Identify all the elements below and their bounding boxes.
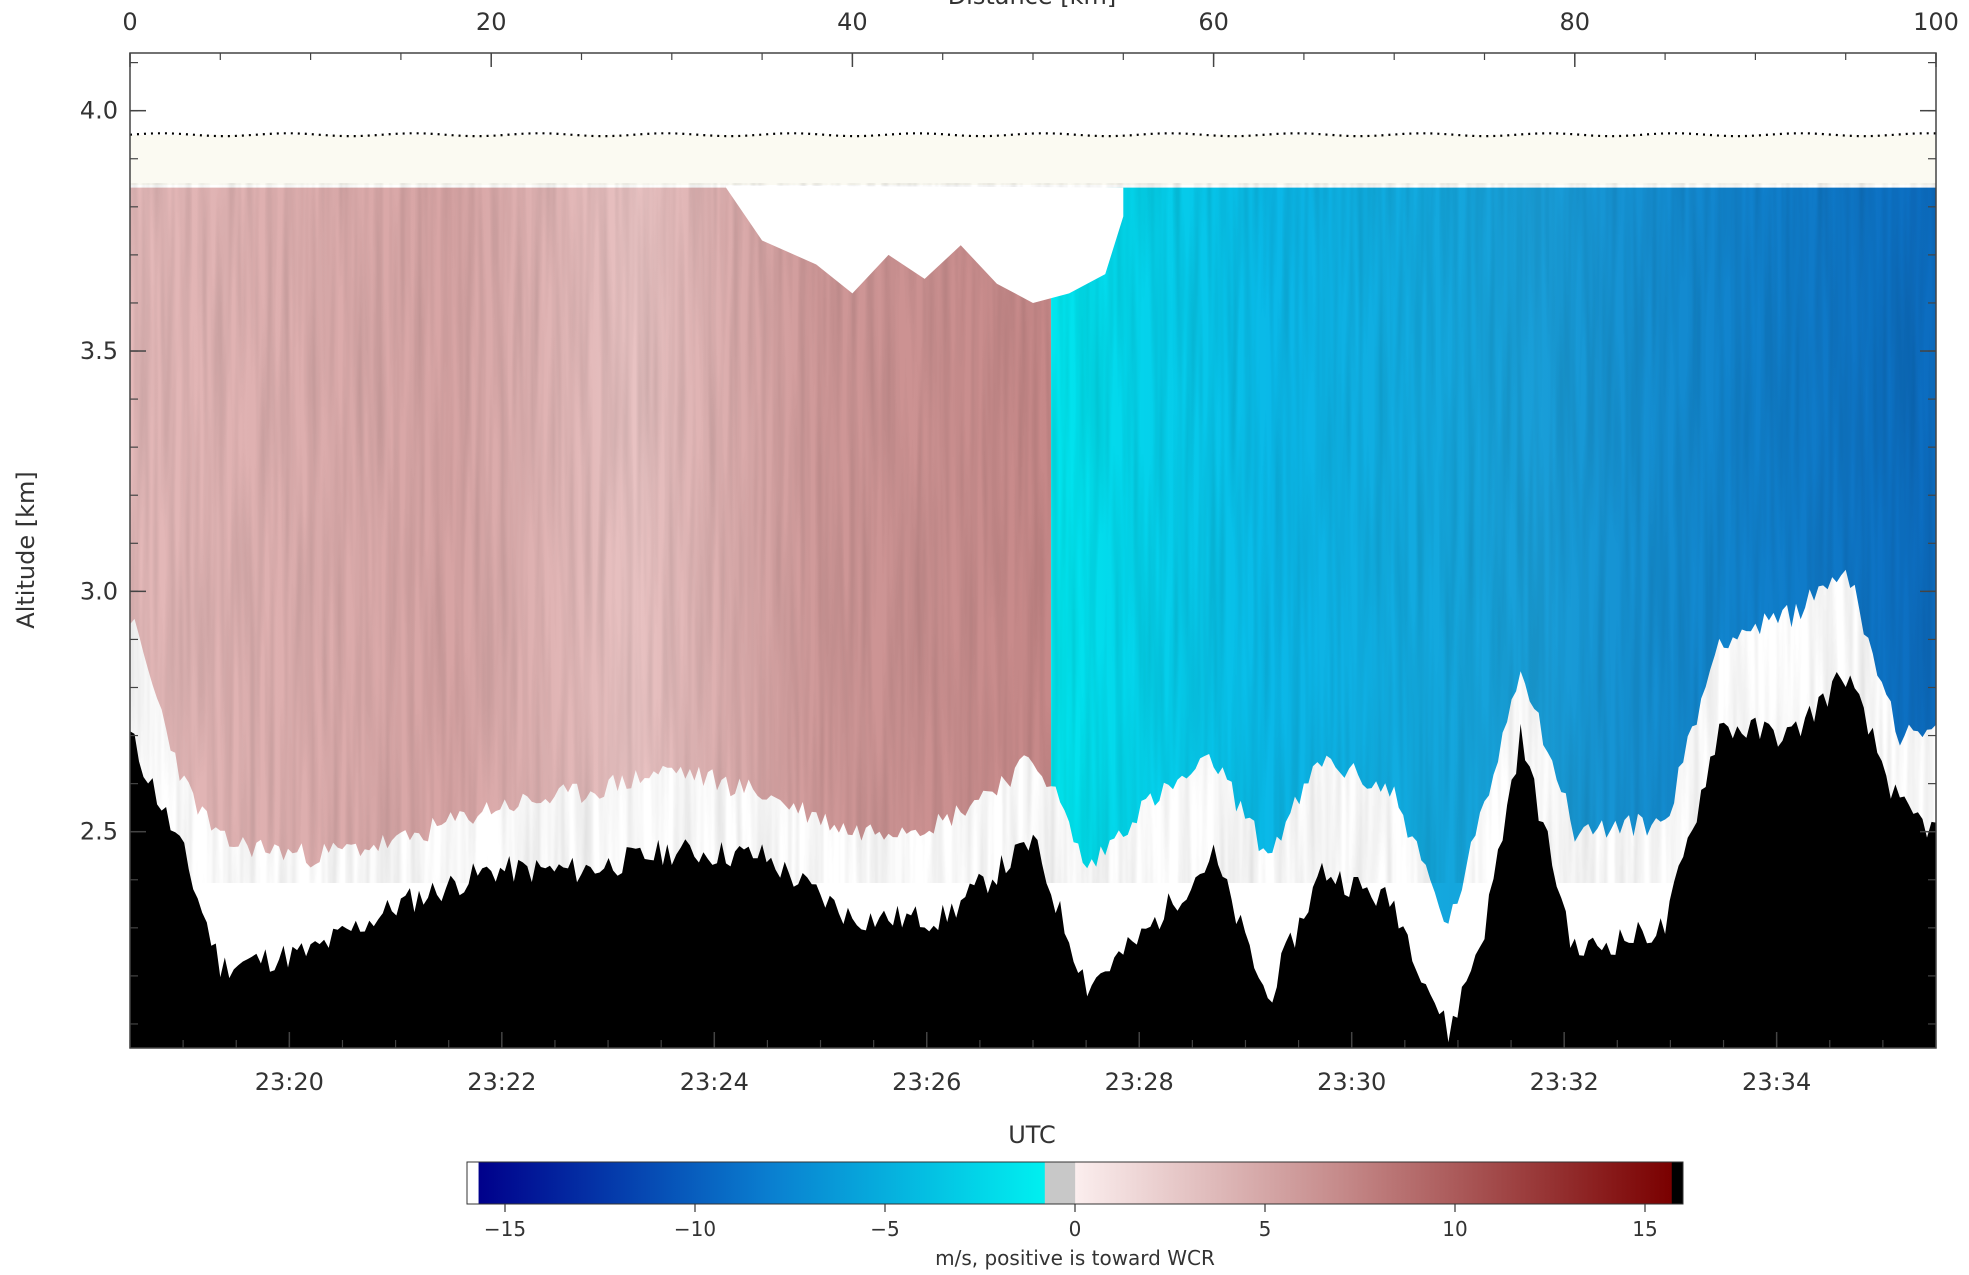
plot-area [129, 52, 1937, 1049]
y-axis-tick-label: 3.5 [80, 337, 118, 365]
colorbar-tick-label: 15 [1632, 1217, 1657, 1241]
bottom-axis-tick-label: 23:24 [680, 1068, 749, 1096]
echo-gap [725, 185, 1124, 303]
colorbar-tick-label: −5 [870, 1217, 899, 1241]
y-axis: 2.5 3.0 3.5 4.0 [80, 62, 1936, 1025]
terrain-mask [130, 672, 1936, 1048]
bottom-axis-tick-label: 23:30 [1317, 1068, 1386, 1096]
top-axis-tick-label: 0 [122, 8, 137, 36]
bottom-axis: 23:20 23:22 23:24 23:26 23:28 23:30 23:32 23:34 [129, 1032, 1937, 1096]
top-axis-tick-label: 20 [476, 8, 507, 36]
colorbar-tick-label: 0 [1069, 1217, 1082, 1241]
colorbar-tick-label: −15 [484, 1217, 526, 1241]
colorbar-tick-label: 5 [1259, 1217, 1272, 1241]
y-axis-tick-label: 4.0 [80, 97, 118, 125]
colorbar: −15 −10 −5 0 5 10 15 m/s, positive is toward W… [466, 1161, 1684, 1270]
y-axis-title: Altitude [km] [12, 471, 40, 628]
colorbar-tick-label: −10 [674, 1217, 716, 1241]
colorbar-ticks: −15 −10 −5 0 5 10 15 [484, 1204, 1658, 1241]
y-axis-tick-label: 3.0 [80, 577, 118, 605]
colorbar-title: m/s, positive is toward WCR [935, 1246, 1215, 1270]
bottom-axis-tick-label: 23:22 [467, 1068, 536, 1096]
bottom-axis-tick-label: 23:28 [1105, 1068, 1174, 1096]
colorbar-gradient [466, 1161, 1684, 1205]
colorbar-tick-label: 10 [1442, 1217, 1467, 1241]
bottom-axis-tick-label: 23:26 [892, 1068, 961, 1096]
top-axis-tick-label: 40 [837, 8, 868, 36]
top-axis-tick-label: 80 [1560, 8, 1591, 36]
top-axis-title: Distance [km] [948, 0, 1117, 10]
echo-top-band [130, 135, 1936, 185]
bottom-axis-title: UTC [1008, 1121, 1056, 1149]
bottom-axis-tick-label: 23:20 [255, 1068, 324, 1096]
top-axis: 0 20 40 60 80 100 [122, 8, 1959, 67]
y-axis-tick-label: 2.5 [80, 818, 118, 846]
top-axis-tick-label: 60 [1198, 8, 1229, 36]
bottom-axis-tick-label: 23:34 [1742, 1068, 1811, 1096]
top-axis-tick-label: 100 [1913, 8, 1959, 36]
dotted-reference-line [130, 132, 1936, 138]
bottom-axis-tick-label: 23:32 [1530, 1068, 1599, 1096]
